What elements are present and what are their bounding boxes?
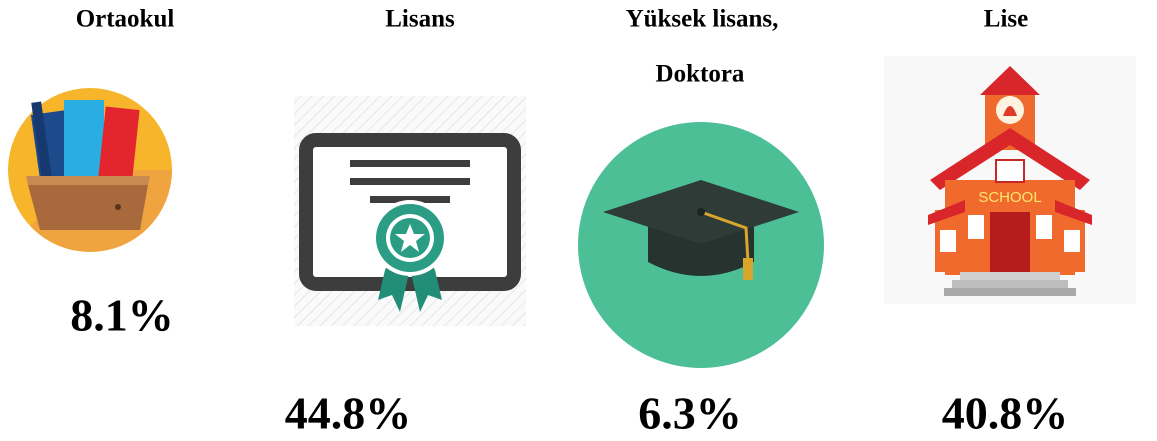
percentage: 44.8% [285,388,412,439]
percentage: 8.1% [70,290,174,341]
certificate-icon [294,96,526,326]
category-label: Lise [984,6,1028,33]
books-icon [8,88,172,252]
graduation-cap-icon [578,122,824,368]
percentage: 40.8% [942,388,1069,439]
school-icon: SCHOOL [884,56,1136,304]
category-label: Lisans [385,6,455,33]
school-sign: SCHOOL [978,189,1041,206]
category-label: Ortaokul [76,6,175,33]
category-label: Yüksek lisans, [626,6,779,33]
category-label: Doktora [656,61,745,88]
percentage: 6.3% [638,388,742,439]
